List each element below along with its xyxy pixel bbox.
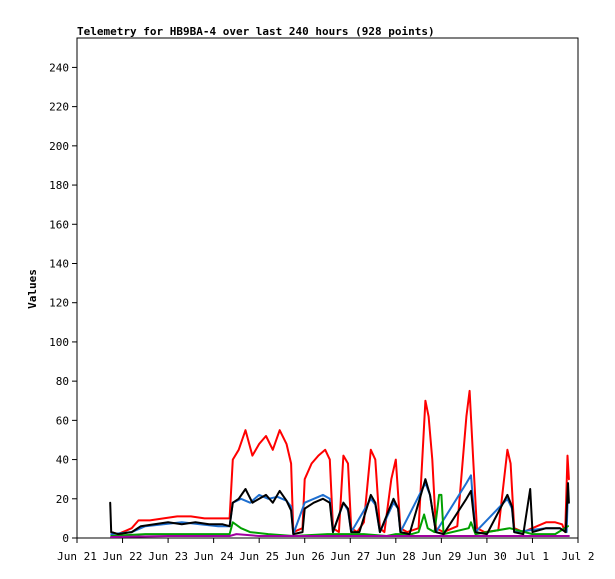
- x-tick-label: Jun 28: [376, 550, 416, 563]
- y-axis: 0 20 40 60 80 100 120 140 160 180 200 220 240: [49, 61, 77, 545]
- x-tick-label: Jun 26: [285, 550, 325, 563]
- y-tick-label: 60: [56, 414, 69, 427]
- chart-title: Telemetry for HB9BA-4 over last 240 hour…: [77, 25, 435, 38]
- y-tick-label: 220: [49, 101, 69, 114]
- y-axis-title: Values: [26, 269, 39, 309]
- y-tick-label: 0: [62, 532, 69, 545]
- y-tick-label: 40: [56, 454, 69, 467]
- y-tick-label: 160: [49, 218, 69, 231]
- y-tick-label: 140: [49, 257, 69, 270]
- x-axis: Jun 21 Jun 22 Jun 23 Jun 24 Jun 25 Jun 26 Jun …: [57, 538, 595, 563]
- series-line-2: [110, 493, 569, 537]
- y-tick-label: 20: [56, 493, 69, 506]
- plot-frame: [76, 37, 579, 539]
- y-tick-label: 180: [49, 179, 69, 192]
- y-tick-label: 100: [49, 336, 69, 349]
- y-tick-label: 200: [49, 140, 69, 153]
- x-tick-label: Jun 25: [239, 550, 279, 563]
- x-tick-label: Jun 27: [330, 550, 370, 563]
- series-line-3: [110, 533, 570, 538]
- x-tick-label: Jul 2: [561, 550, 594, 563]
- x-tick-label: Jun 30: [467, 550, 507, 563]
- x-tick-label: Jun 23: [148, 550, 188, 563]
- x-tick-label: Jun 22: [103, 550, 143, 563]
- y-tick-label: 240: [49, 61, 69, 74]
- x-tick-label: Jun 21: [57, 550, 97, 563]
- x-tick-label: Jul 1: [516, 550, 549, 563]
- series-line-4: [109, 478, 570, 536]
- x-tick-label: Jun 29: [421, 550, 461, 563]
- y-tick-label: 120: [49, 297, 69, 310]
- series-layer: [109, 389, 570, 538]
- y-tick-label: 80: [56, 375, 69, 388]
- x-tick-label: Jun 24: [194, 550, 234, 563]
